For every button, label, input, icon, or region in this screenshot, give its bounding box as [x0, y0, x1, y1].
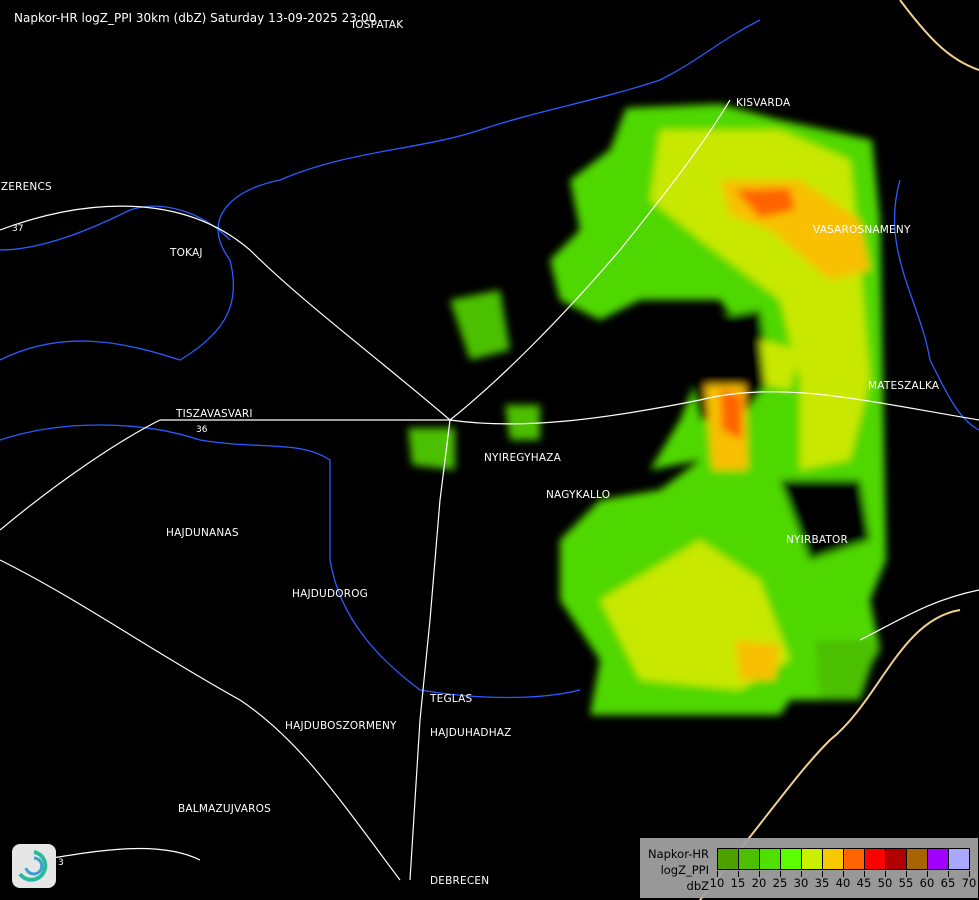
border-line — [899, 0, 979, 71]
legend-line2: logZ_PPI — [660, 863, 709, 877]
city-label: DEBRECEN — [430, 875, 490, 887]
city-label: NYIREGYHAZA — [484, 452, 561, 464]
legend-tick-label: 55 — [898, 876, 914, 890]
legend-tick — [969, 871, 970, 877]
legend-tick — [885, 871, 886, 877]
legend-tick-label: 50 — [877, 876, 893, 890]
legend-tick-label: 15 — [730, 876, 746, 890]
legend-tick — [759, 871, 760, 877]
city-label: BALMAZUJVAROS — [178, 803, 271, 815]
legend-swatch — [823, 849, 844, 869]
legend-tick — [948, 871, 949, 877]
legend-tick — [843, 871, 844, 877]
city-label: NAGYKALLO — [546, 489, 611, 501]
legend-color-bar — [717, 848, 970, 870]
city-label: HAJDUNANAS — [166, 527, 239, 539]
legend-tick-label: 60 — [919, 876, 935, 890]
legend-tick-label: 30 — [793, 876, 809, 890]
legend-tick — [864, 871, 865, 877]
swirl-logo-icon — [12, 844, 56, 888]
city-label: HAJDUDOROG — [292, 588, 368, 600]
legend-tick-label: 40 — [835, 876, 851, 890]
legend-tick-label: 20 — [751, 876, 767, 890]
border-line — [699, 609, 961, 900]
city-label: TISZAVASVARI — [176, 408, 253, 420]
city-label: KISVARDA — [736, 97, 791, 109]
city-label: IOSPATAK — [352, 19, 404, 31]
legend-swatch — [802, 849, 823, 869]
legend-tick-label: 35 — [814, 876, 830, 890]
road-number: 3 — [58, 858, 64, 868]
legend-tick — [717, 871, 718, 877]
legend-swatch — [865, 849, 886, 869]
legend-swatch — [907, 849, 928, 869]
legend-tick — [780, 871, 781, 877]
legend-swatch — [718, 849, 739, 869]
legend-swatch — [781, 849, 802, 869]
legend-swatch — [739, 849, 760, 869]
legend-tick — [927, 871, 928, 877]
legend-tick-label: 10 — [709, 876, 725, 890]
legend-tick — [801, 871, 802, 877]
road-number: 36 — [196, 425, 208, 435]
legend-swatch — [760, 849, 781, 869]
legend-tick — [906, 871, 907, 877]
city-label: SZERENCS — [0, 181, 52, 193]
legend-tick-label: 25 — [772, 876, 788, 890]
map-title: Napkor-HR logZ_PPI 30km (dbZ) Saturday 1… — [14, 11, 377, 25]
legend-tick — [822, 871, 823, 877]
city-label: HAJDUHADHAZ — [430, 727, 512, 739]
city-label: TEGLAS — [430, 693, 473, 705]
legend-swatch — [928, 849, 949, 869]
legend-tick-label: 45 — [856, 876, 872, 890]
legend-swatch — [949, 849, 969, 869]
city-label: MATESZALKA — [868, 380, 940, 392]
legend-swatch — [844, 849, 865, 869]
legend-unit: dbZ — [686, 879, 709, 893]
radar-echoes — [408, 104, 886, 715]
roads — [0, 99, 979, 881]
legend-swatch — [886, 849, 907, 869]
color-legend: Napkor-HR logZ_PPI dbZ 10 15 20 25 30 35 40 45 5… — [640, 838, 978, 898]
legend-tick-label: 70 — [961, 876, 977, 890]
legend-line1: Napkor-HR — [647, 847, 709, 861]
road-number: 37 — [12, 224, 24, 234]
city-label: TOKAJ — [170, 247, 203, 259]
city-label: HAJDUBOSZORMENY — [285, 720, 397, 732]
legend-tick — [738, 871, 739, 877]
legend-tick-label: 65 — [940, 876, 956, 890]
rivers — [0, 19, 979, 699]
city-label: VASAROSNAMENY — [813, 224, 911, 236]
city-label: NYIRBATOR — [786, 534, 849, 546]
